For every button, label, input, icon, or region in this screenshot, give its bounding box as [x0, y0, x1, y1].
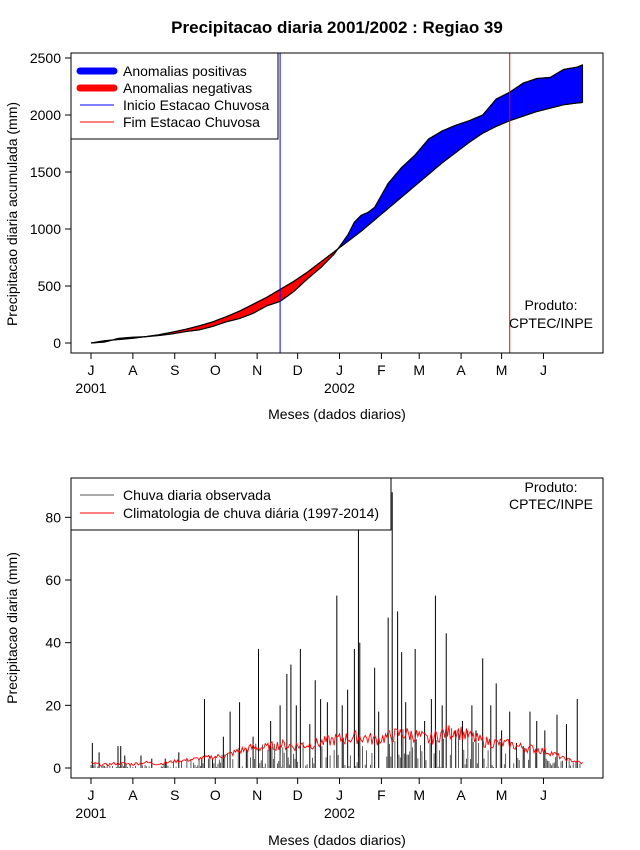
x-tick-label: A: [128, 787, 138, 803]
legend-positive: Anomalias positivas: [123, 63, 247, 79]
y-tick-label: 2500: [30, 50, 61, 66]
climatology-series-line: [90, 725, 583, 767]
y-axis: 0 20 40 60 80: [45, 509, 72, 776]
daily-rain-bars: [90, 492, 581, 768]
x-tick-label: J: [88, 787, 95, 803]
y-tick-label: 0: [53, 760, 61, 776]
legend-start: Inicio Estacao Chuvosa: [123, 97, 270, 113]
x-tick-label: N: [252, 362, 262, 378]
x-tick-label: J: [88, 362, 95, 378]
y-axis-label: Precipitacao diaria acumulada (mm): [4, 102, 20, 326]
y-axis: 0 500 1000 1500 2000 2500: [30, 50, 72, 351]
x-tick-label: D: [293, 362, 303, 378]
x-axis-label: Meses (dados diarios): [268, 406, 406, 422]
x-tick-label: M: [496, 362, 508, 378]
cumulative-precipitation-chart: Precipitacao diaria 2001/2002 : Regiao 3…: [4, 18, 604, 422]
x-axis: J A S O N D J F M A M J 2001 2002: [75, 777, 547, 821]
y-tick-label: 0: [53, 335, 61, 351]
season-lines: [279, 53, 511, 353]
legend-climatology: Climatologia de chuva diária (1997-2014): [123, 505, 379, 521]
x-tick-label: A: [456, 787, 466, 803]
legend-box: [70, 477, 392, 531]
y-tick-label: 500: [38, 278, 62, 294]
x-tick-label: S: [170, 362, 179, 378]
x-tick-label: J: [336, 362, 343, 378]
x-tick-label: O: [210, 362, 221, 378]
legend-end: Fim Estacao Chuvosa: [123, 114, 260, 130]
positive-anomaly-area: [336, 64, 584, 252]
legend: Anomalias positivas Anomalias negativas …: [70, 52, 279, 140]
product-label: Produto:: [525, 479, 578, 495]
climatology-line: [90, 725, 583, 767]
y-tick-label: 40: [45, 635, 61, 651]
x-tick-label: D: [293, 787, 303, 803]
y-tick-label: 1500: [30, 164, 61, 180]
x-axis-label: Meses (dados diarios): [268, 832, 406, 848]
x-tick-label: M: [413, 787, 425, 803]
chart-title: Precipitacao diaria 2001/2002 : Regiao 3…: [171, 18, 503, 37]
negative-anomaly-area: [144, 248, 338, 338]
y-tick-label: 1000: [30, 221, 61, 237]
x-tick-label: M: [496, 787, 508, 803]
legend-negative: Anomalias negativas: [123, 80, 252, 96]
product-source: CPTEC/INPE: [509, 315, 593, 331]
y-axis-label: Precipitacao diaria (mm): [4, 552, 20, 704]
x-tick-label: S: [170, 787, 179, 803]
year-label: 2002: [324, 380, 355, 396]
x-tick-label: O: [210, 787, 221, 803]
x-tick-label: A: [456, 362, 466, 378]
year-label: 2002: [324, 805, 355, 821]
x-tick-label: N: [252, 787, 262, 803]
x-tick-label: M: [413, 362, 425, 378]
y-tick-label: 20: [45, 697, 61, 713]
daily-precipitation-chart: 0 20 40 60 80 J A S O N D J F M A M J 2001 2002 Meses (da…: [4, 477, 604, 848]
year-label: 2001: [75, 380, 106, 396]
legend-observed: Chuva diaria observada: [123, 487, 271, 503]
y-tick-label: 80: [45, 509, 61, 525]
legend-box: [70, 52, 279, 140]
x-tick-label: F: [377, 787, 386, 803]
x-tick-label: A: [128, 362, 138, 378]
y-tick-label: 60: [45, 572, 61, 588]
x-tick-label: J: [336, 787, 343, 803]
product-label: Produto:: [525, 297, 578, 313]
x-tick-label: J: [540, 787, 547, 803]
year-label: 2001: [75, 805, 106, 821]
anomaly-areas: [90, 64, 584, 344]
x-tick-label: F: [377, 362, 386, 378]
y-tick-label: 2000: [30, 107, 61, 123]
climatology-cumulative-line: [90, 101, 583, 344]
product-source: CPTEC/INPE: [509, 496, 593, 512]
x-tick-label: J: [540, 362, 547, 378]
x-axis: J A S O N D J F M A M J 2001 2002: [75, 352, 547, 396]
legend: Chuva diaria observada Climatologia de c…: [70, 477, 392, 531]
